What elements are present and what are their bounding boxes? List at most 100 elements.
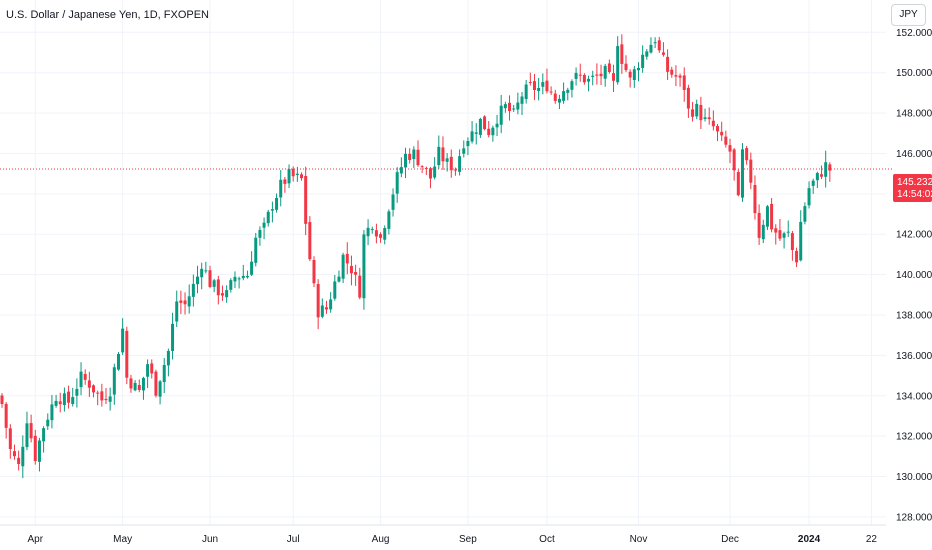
- down-candle: [553, 89, 557, 104]
- candle-body: [674, 75, 678, 77]
- down-candle: [820, 165, 824, 180]
- down-candle: [374, 223, 378, 244]
- up-candle: [803, 202, 807, 225]
- down-candle: [324, 300, 328, 314]
- down-candle: [774, 224, 778, 245]
- up-candle: [653, 37, 657, 49]
- candle-body: [412, 149, 416, 160]
- candle-body: [374, 230, 378, 237]
- last-price-value: 145.232: [897, 177, 932, 188]
- time-axis-label: Jul: [287, 534, 300, 545]
- candle-body: [295, 173, 299, 175]
- time-axis-label: Aug: [372, 534, 390, 545]
- currency-button[interactable]: JPY: [891, 4, 926, 26]
- candle-body: [212, 280, 216, 287]
- up-candle: [466, 137, 470, 156]
- candle-body: [337, 276, 341, 282]
- last-price-tag-bg: [893, 174, 932, 202]
- down-candle: [549, 86, 553, 95]
- candle-body: [83, 373, 87, 380]
- up-candle: [387, 209, 391, 235]
- candle-body: [474, 132, 478, 134]
- down-candle: [379, 232, 383, 243]
- up-candle: [258, 226, 262, 246]
- candle-body: [416, 149, 420, 166]
- candle-body: [204, 270, 208, 272]
- candle-body: [58, 401, 62, 405]
- up-candle: [200, 262, 204, 290]
- candle-body: [732, 149, 736, 171]
- time-axis-label: 22: [866, 534, 878, 545]
- up-candle: [478, 117, 482, 138]
- up-candle: [362, 230, 366, 310]
- candle-body: [391, 194, 395, 210]
- down-candle: [58, 392, 62, 413]
- candle-body: [324, 307, 328, 310]
- candle-body: [512, 108, 516, 110]
- up-candle: [62, 387, 66, 412]
- last-price-tag: 145.232 14:54:02: [893, 174, 932, 202]
- candle-body: [753, 184, 757, 214]
- down-candle: [732, 148, 736, 181]
- down-candle: [582, 73, 586, 85]
- candle-body: [362, 234, 366, 299]
- candle-body: [408, 153, 412, 161]
- candle-body: [129, 378, 133, 389]
- down-candle: [528, 72, 532, 86]
- candle-body: [678, 75, 682, 78]
- candle-body: [487, 128, 491, 136]
- up-candle: [761, 219, 765, 244]
- candle-body: [774, 228, 778, 233]
- down-candle: [87, 371, 91, 397]
- up-candle: [241, 264, 245, 281]
- candle-body: [790, 233, 794, 251]
- up-candle: [212, 278, 216, 293]
- down-candle: [757, 204, 761, 245]
- candle-body: [587, 78, 591, 82]
- candle-body: [553, 93, 557, 101]
- down-candle: [487, 120, 491, 138]
- up-candle: [458, 149, 462, 176]
- candle-body: [50, 404, 54, 421]
- up-candle: [815, 171, 819, 188]
- candle-body: [782, 233, 786, 238]
- candle-body: [270, 209, 274, 211]
- candle-body: [437, 146, 441, 166]
- candle-body: [666, 56, 670, 72]
- up-candle: [404, 147, 408, 179]
- candle-body: [220, 293, 224, 296]
- up-candle: [229, 278, 233, 293]
- candle-body: [341, 254, 345, 279]
- down-candle: [678, 73, 682, 87]
- down-candle: [483, 115, 487, 131]
- price-axis-label: 138.000: [896, 311, 932, 322]
- up-candle: [370, 226, 374, 234]
- candle-body: [657, 40, 661, 51]
- chart-grid: [0, 0, 886, 525]
- up-candle: [782, 231, 786, 249]
- price-axis: 128.000 130.000 132.000 134.000 136.000 138.0…: [896, 28, 932, 524]
- candle-body: [582, 74, 586, 83]
- candle-body: [532, 81, 536, 91]
- down-candle: [449, 149, 453, 178]
- down-candle: [711, 110, 715, 131]
- candle-body: [545, 80, 549, 92]
- candle-body: [329, 299, 333, 310]
- candle-body: [42, 428, 46, 442]
- up-candle: [262, 217, 266, 240]
- time-axis-label: Nov: [630, 534, 648, 545]
- up-candle: [811, 178, 815, 194]
- candle-body: [528, 82, 532, 84]
- candle-body: [33, 435, 37, 462]
- down-candle: [12, 444, 16, 460]
- candle-body: [795, 250, 799, 263]
- candle-body: [524, 84, 528, 99]
- up-candle: [491, 125, 495, 142]
- down-candle: [428, 167, 432, 189]
- up-candle: [366, 219, 370, 246]
- up-candle: [329, 292, 333, 313]
- candle-body: [104, 398, 108, 401]
- down-candle: [4, 402, 8, 439]
- up-candle: [391, 188, 395, 217]
